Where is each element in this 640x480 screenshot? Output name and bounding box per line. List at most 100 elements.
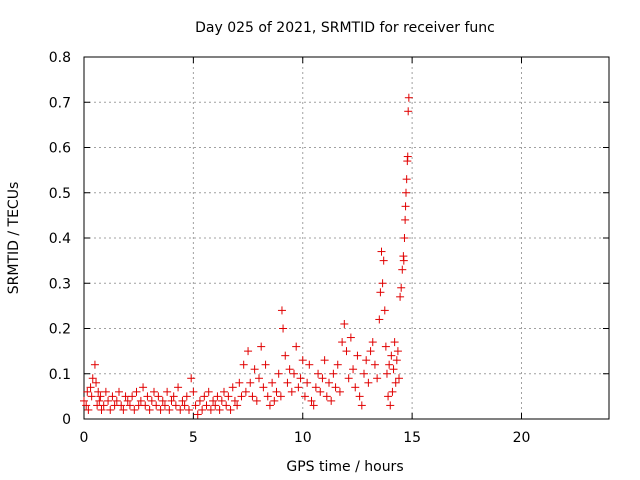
data-point [117, 401, 126, 410]
data-point [154, 392, 163, 401]
data-point [248, 392, 257, 401]
data-point [290, 369, 298, 378]
data-point [399, 256, 408, 265]
data-point [400, 234, 409, 242]
data-point [235, 378, 244, 387]
data-point [342, 347, 351, 356]
data-point [136, 396, 145, 405]
data-point [279, 324, 288, 333]
y-tick-label: 0.5 [49, 186, 71, 202]
data-point [130, 405, 139, 414]
data-point [209, 396, 218, 405]
data-point [402, 188, 410, 197]
data-point [171, 401, 180, 410]
data-point [307, 396, 316, 405]
data-points [80, 93, 413, 419]
data-point [83, 387, 92, 396]
data-point [366, 347, 375, 356]
data-point [241, 387, 250, 396]
data-point [276, 392, 285, 401]
data-point [401, 215, 410, 224]
data-point [404, 107, 413, 116]
ticks-layer: 0 5 10 15 20 0 0.1 0.2 0.3 0.4 0.5 0.6 0.7 0.8 [49, 50, 609, 446]
data-point [402, 175, 411, 184]
data-point [204, 387, 213, 396]
data-point [99, 401, 108, 410]
data-point [296, 374, 305, 383]
x-tick-label: 0 [80, 430, 89, 446]
data-point [311, 383, 320, 392]
data-point [346, 333, 355, 342]
x-axis-label: GPS time / hours [286, 459, 403, 475]
data-point [303, 378, 312, 387]
data-point [128, 392, 137, 401]
data-point [309, 401, 318, 410]
y-tick-label: 0.3 [49, 276, 71, 292]
data-point [314, 369, 323, 378]
data-point [165, 405, 174, 414]
data-point [283, 378, 292, 387]
y-tick-label: 0.7 [49, 95, 71, 111]
data-point [268, 378, 277, 387]
data-point [370, 360, 379, 369]
data-point [320, 356, 329, 365]
data-point [281, 351, 290, 360]
data-point [329, 369, 338, 378]
data-point [141, 401, 150, 410]
data-point [211, 401, 220, 410]
data-point [228, 383, 237, 392]
data-point [335, 387, 344, 396]
data-point [300, 392, 309, 401]
data-point [150, 387, 158, 396]
data-point [119, 405, 128, 414]
data-point [189, 387, 198, 396]
data-point [222, 401, 231, 410]
data-point [384, 392, 393, 401]
data-point [147, 396, 156, 405]
data-point [106, 405, 115, 414]
data-point [401, 202, 410, 211]
data-point [298, 356, 307, 365]
data-point [244, 347, 253, 356]
data-point [132, 387, 141, 396]
data-point [404, 93, 413, 102]
data-point [333, 360, 342, 369]
data-point [123, 396, 132, 405]
data-point [92, 378, 101, 387]
data-point [381, 342, 390, 351]
data-point [152, 401, 161, 410]
data-point [217, 396, 226, 405]
data-point [156, 405, 165, 414]
data-point [287, 387, 296, 396]
data-point [233, 401, 242, 410]
data-point [305, 360, 314, 369]
data-point [325, 378, 333, 387]
data-point [389, 365, 398, 374]
data-point [396, 292, 405, 301]
data-point [263, 392, 272, 401]
data-point [88, 374, 97, 383]
data-point [206, 405, 215, 414]
data-point [215, 405, 224, 414]
data-point [167, 396, 176, 405]
data-point [94, 387, 103, 396]
data-point [163, 387, 172, 396]
data-point [104, 396, 113, 405]
data-point [390, 338, 399, 347]
data-point [108, 392, 117, 401]
x-tick-label: 15 [403, 430, 421, 446]
data-point [180, 401, 189, 410]
data-point [378, 279, 387, 288]
data-point [382, 369, 391, 378]
data-point [230, 396, 239, 405]
data-point [115, 387, 123, 396]
chart-title: Day 025 of 2021, SRMTID for receiver fun… [195, 20, 495, 36]
data-point [270, 396, 279, 405]
data-point [174, 383, 183, 392]
data-point [322, 392, 331, 401]
data-point [224, 392, 233, 401]
data-point [377, 247, 386, 256]
data-point [95, 396, 104, 405]
data-point [292, 342, 301, 351]
